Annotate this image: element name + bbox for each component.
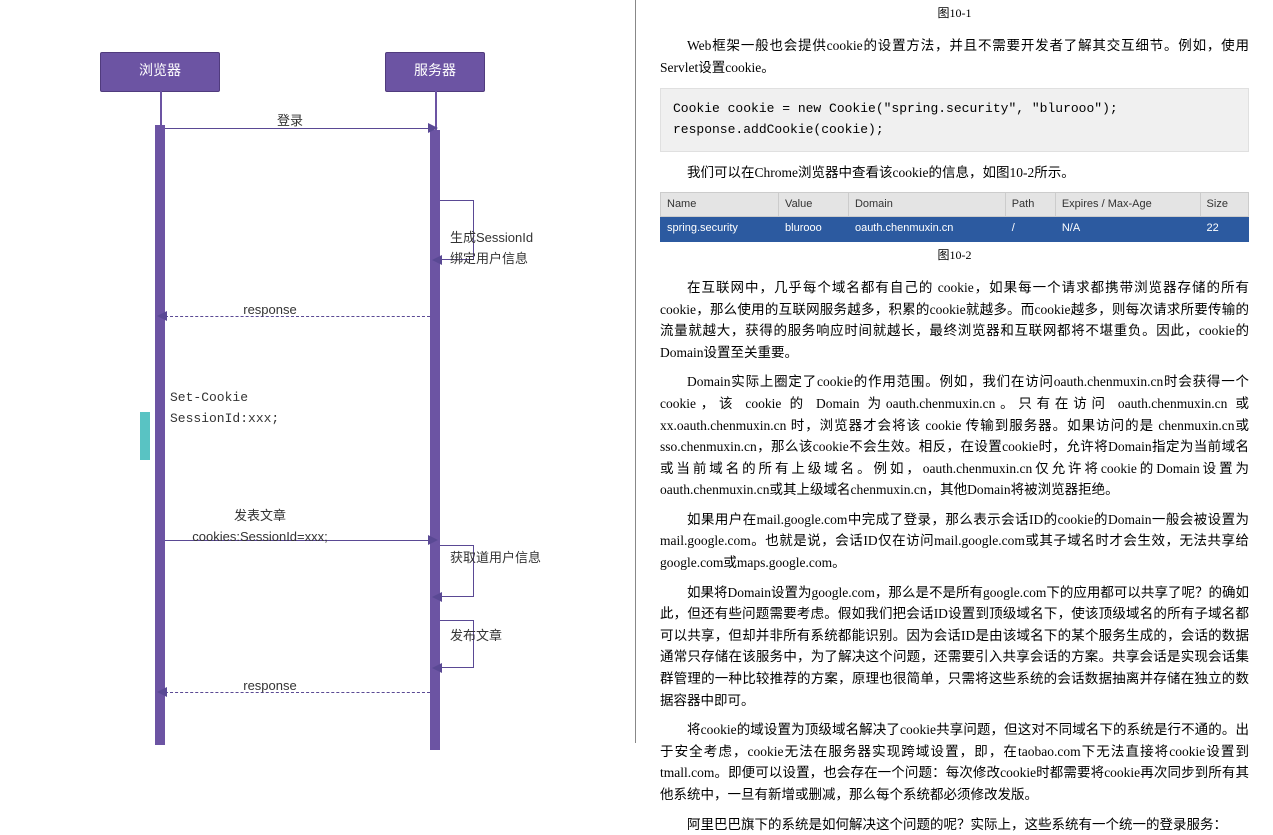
message-label: 发表文章 cookies:SessionId=xxx; bbox=[160, 506, 360, 548]
paragraph: 我们可以在Chrome浏览器中查看该cookie的信息，如图10-2所示。 bbox=[660, 162, 1249, 184]
message-label: response bbox=[170, 676, 370, 697]
figure-caption-10-1: 图10-1 bbox=[660, 4, 1249, 23]
self-call-label: 生成SessionId 绑定用户信息 bbox=[450, 228, 590, 270]
arrow-head-icon bbox=[157, 687, 167, 697]
arrow-head-icon bbox=[428, 123, 438, 133]
table-cell: oauth.chenmuxin.cn bbox=[848, 217, 1005, 242]
arrow-head-icon bbox=[157, 311, 167, 321]
table-cell: / bbox=[1005, 217, 1055, 242]
paragraph: 如果将Domain设置为google.com，那么是不是所有google.com… bbox=[660, 582, 1249, 712]
self-call-label: 获取道用户信息 bbox=[450, 548, 590, 569]
paragraph: Web框架一般也会提供cookie的设置方法，并且不需要开发者了解其交互细节。例… bbox=[660, 35, 1249, 78]
code-block: Cookie cookie = new Cookie("spring.secur… bbox=[660, 88, 1249, 152]
activation-bar bbox=[140, 412, 150, 460]
sequence-diagram-panel: 浏览器服务器登录response发表文章 cookies:SessionId=x… bbox=[0, 0, 636, 743]
table-header: Value bbox=[779, 192, 849, 217]
paragraph: 如果用户在mail.google.com中完成了登录，那么表示会话ID的cook… bbox=[660, 509, 1249, 574]
note-label: Set-Cookie SessionId:xxx; bbox=[170, 388, 330, 430]
self-call-label: 发布文章 bbox=[450, 626, 590, 647]
arrow-head-icon bbox=[432, 663, 442, 673]
table-cell: 22 bbox=[1200, 217, 1248, 242]
cookie-devtools-table: NameValueDomainPathExpires / Max-AgeSize… bbox=[660, 192, 1249, 242]
arrow-head-icon bbox=[428, 535, 438, 545]
arrow-head-icon bbox=[432, 592, 442, 602]
table-header: Domain bbox=[848, 192, 1005, 217]
table-cell: blurooo bbox=[779, 217, 849, 242]
table-header: Name bbox=[661, 192, 779, 217]
figure-caption-10-2: 图10-2 bbox=[660, 246, 1249, 265]
activation-bar bbox=[155, 125, 165, 745]
paragraph: Domain实际上圈定了cookie的作用范围。例如，我们在访问oauth.ch… bbox=[660, 371, 1249, 501]
table-cell: N/A bbox=[1055, 217, 1200, 242]
table-cell: spring.security bbox=[661, 217, 779, 242]
arrow-head-icon bbox=[432, 255, 442, 265]
message-label: 登录 bbox=[190, 111, 390, 132]
document-text-panel: 图10-1 Web框架一般也会提供cookie的设置方法，并且不需要开发者了解其… bbox=[636, 0, 1273, 743]
paragraph: 在互联网中，几乎每个域名都有自己的 cookie，如果每一个请求都携带浏览器存储… bbox=[660, 277, 1249, 363]
table-header: Size bbox=[1200, 192, 1248, 217]
message-label: response bbox=[170, 300, 370, 321]
table-header: Expires / Max-Age bbox=[1055, 192, 1200, 217]
table-header: Path bbox=[1005, 192, 1055, 217]
activation-bar bbox=[430, 130, 440, 750]
paragraph: 将cookie的域设置为顶级域名解决了cookie共享问题，但这对不同域名下的系… bbox=[660, 719, 1249, 805]
paragraph: 阿里巴巴旗下的系统是如何解决这个问题的呢？实际上，这些系统有一个统一的登录服务： bbox=[660, 814, 1249, 835]
